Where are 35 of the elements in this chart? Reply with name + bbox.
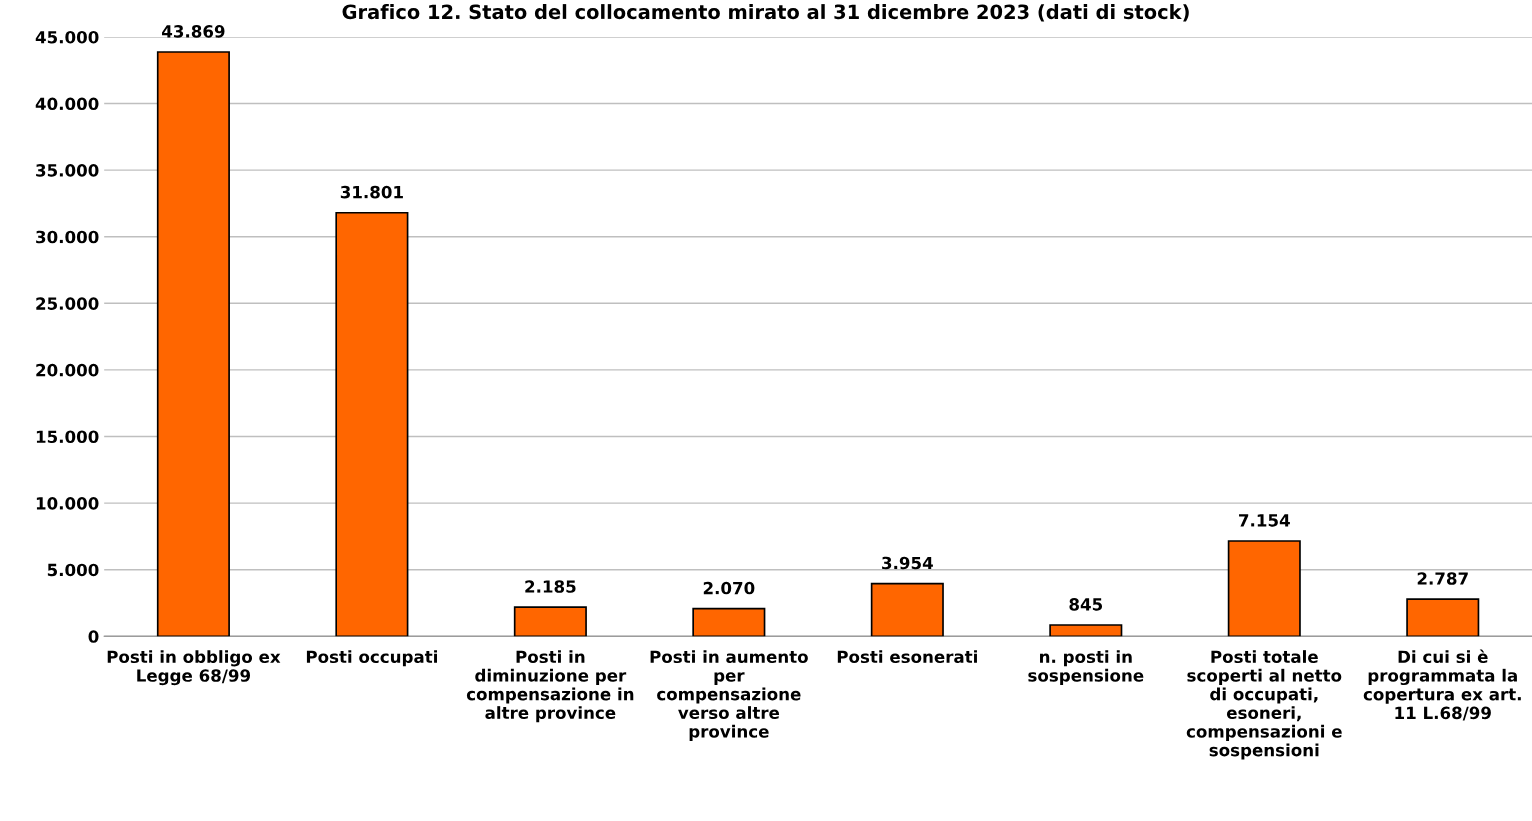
data-label: 43.869 xyxy=(162,25,225,38)
bar xyxy=(335,211,409,637)
x-tick-label: Posti in aumento per compensazione verso altre province xyxy=(650,650,808,741)
y-tick-label: 0 xyxy=(88,630,99,643)
y-tick-label: 5.000 xyxy=(47,563,99,577)
y-tick-label: 20.000 xyxy=(36,363,99,377)
x-tick-label: Posti totale scoperti al netto di occupati, esoneri, compensazioni e sospensioni xyxy=(1186,650,1342,760)
data-label: 7.154 xyxy=(1239,514,1290,527)
y-tick-label: 35.000 xyxy=(36,164,99,177)
data-label: 845 xyxy=(1069,598,1103,611)
x-tick-label: Posti esonerati xyxy=(837,650,977,664)
y-tick-label: 30.000 xyxy=(36,230,99,244)
y-tick-label: 45.000 xyxy=(35,30,99,44)
bar xyxy=(513,606,587,637)
x-tick-label: Posti occupati xyxy=(306,650,437,667)
x-tick-label: Di cui si è programmata la copertura ex art. 11 L.68/99 xyxy=(1363,649,1521,721)
data-label: 2.070 xyxy=(703,581,755,595)
y-tick-label: 40.000 xyxy=(35,97,99,111)
x-tick-label: Posti in diminuzione per compensazione in altre province xyxy=(466,650,634,723)
x-tick-label: n. posti in sospensione xyxy=(1028,650,1144,685)
data-label: 3.954 xyxy=(882,556,933,570)
bar xyxy=(1406,598,1480,637)
data-label: 2.787 xyxy=(1417,572,1468,585)
y-tick-label: 15.000 xyxy=(36,430,99,444)
bar xyxy=(1049,624,1123,637)
y-tick-label: 10.000 xyxy=(36,497,99,510)
data-label: 2.185 xyxy=(525,580,576,593)
bar xyxy=(1227,540,1301,637)
y-tick-label: 25.000 xyxy=(36,297,99,310)
data-label: 31.801 xyxy=(340,185,403,199)
x-tick-label: Posti in obbligo ex Legge 68/99 xyxy=(107,650,281,686)
bar xyxy=(692,607,766,637)
bar xyxy=(156,51,230,637)
bar xyxy=(870,582,944,637)
chart-title: Grafico 12. Stato del collocamento mirato al 31 dicembre 2023 (dati di stock) xyxy=(342,4,1189,22)
